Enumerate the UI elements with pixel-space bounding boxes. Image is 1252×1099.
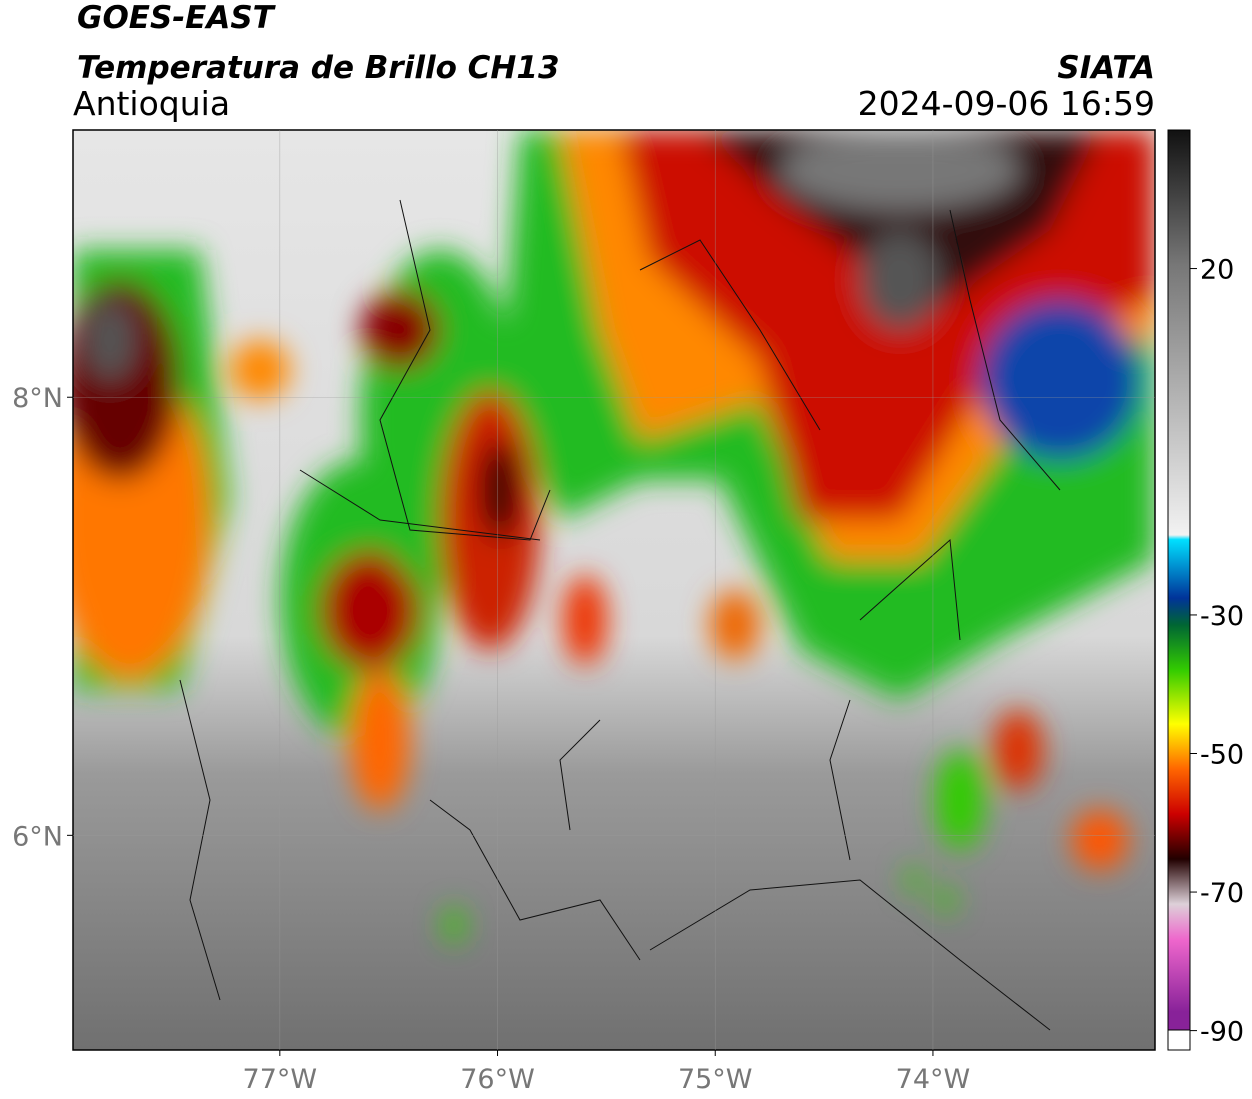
datetime: 2024-09-06 16:59: [858, 84, 1155, 123]
colorbar-frame: [1167, 129, 1191, 1051]
region: Antioquia: [73, 84, 230, 123]
colorbar-tick-label: -90: [1200, 1017, 1244, 1048]
source: SIATA: [1057, 50, 1155, 86]
x-tick-label: 74°W: [896, 1064, 971, 1095]
x-tick-label: 77°W: [243, 1064, 318, 1095]
colorbar-extension: [1167, 1029, 1191, 1051]
title: GOES-EAST: [77, 0, 277, 36]
colorbar-tick-label: 20: [1200, 255, 1234, 286]
y-tick-label: 6°N: [12, 821, 63, 852]
colorbar-tick-label: -70: [1200, 878, 1244, 909]
product: Temperatura de Brillo CH13: [77, 50, 560, 86]
x-tick-label: 76°W: [460, 1064, 535, 1095]
colorbar-tick-label: -30: [1200, 601, 1244, 632]
graticule: [73, 130, 1155, 1050]
colorbar: [1168, 130, 1190, 1030]
map-frame: [72, 129, 1156, 1051]
colorbar-tick-label: -50: [1200, 739, 1244, 770]
satellite-image: [73, 130, 1155, 1050]
x-tick-label: 75°W: [678, 1064, 753, 1095]
y-tick-label: 8°N: [12, 383, 63, 414]
